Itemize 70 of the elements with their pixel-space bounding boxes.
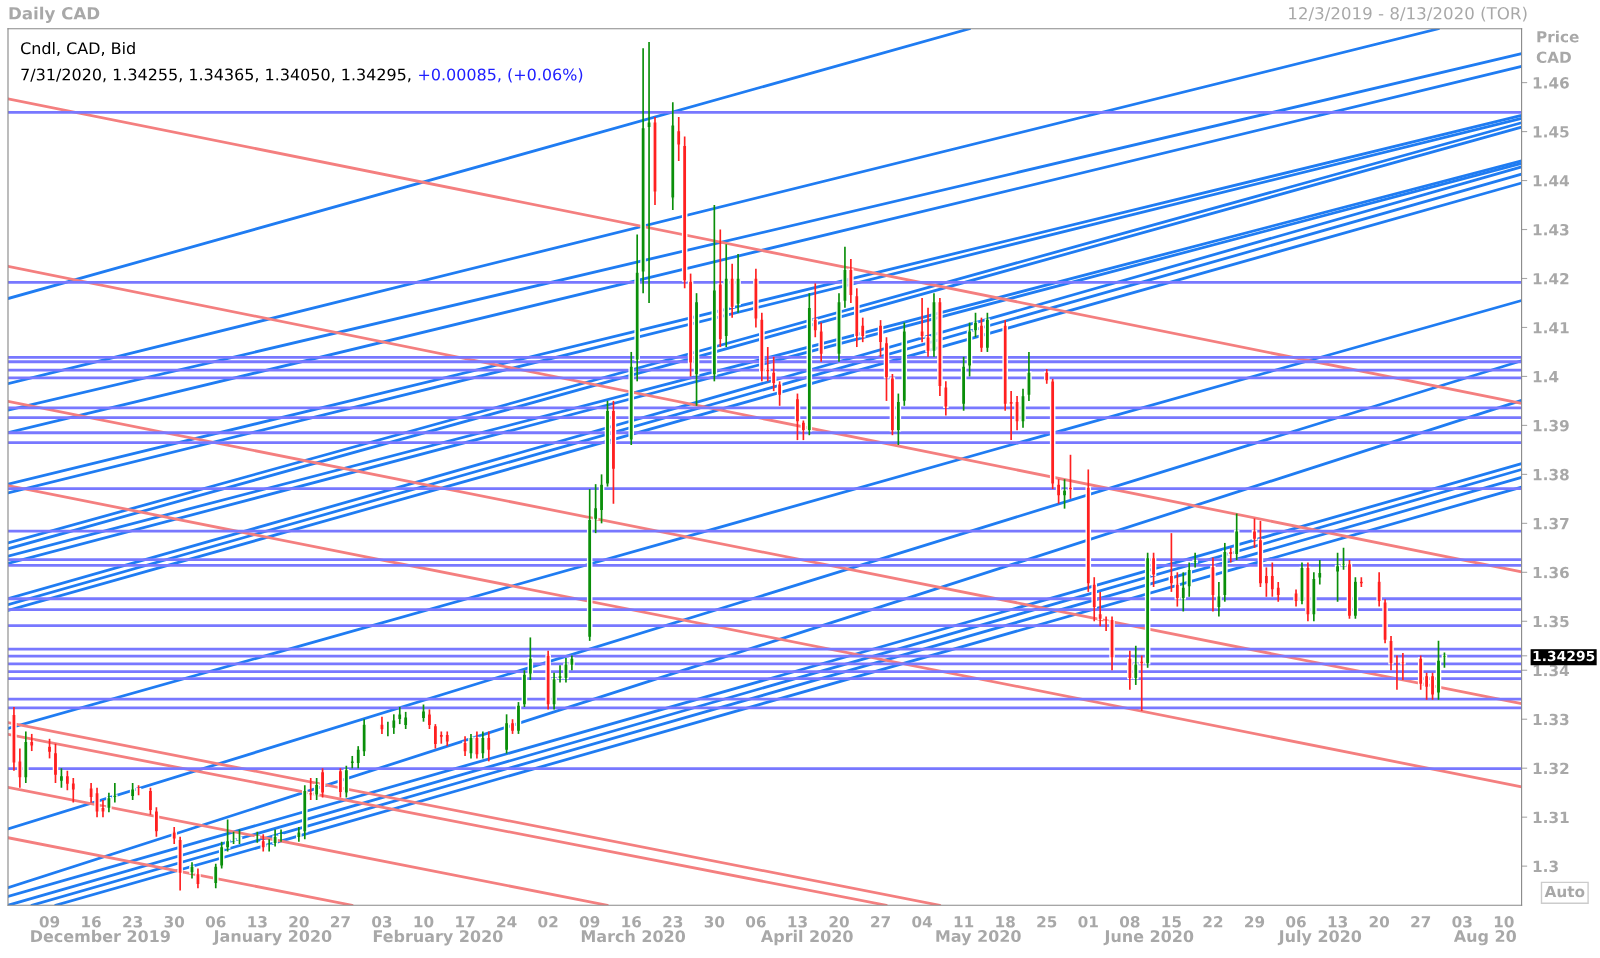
x-tick-label: 30: [704, 916, 725, 928]
y-tick-label: 1.38: [1533, 468, 1569, 481]
x-tick-label: 03: [372, 916, 392, 928]
y-tick-label: 1.34: [1533, 664, 1570, 677]
x-tick-label: 23: [663, 916, 683, 928]
y-tick-label: 1.45: [1533, 126, 1569, 138]
x-tick-label: 24: [497, 916, 517, 928]
x-tick-label: 23: [123, 916, 143, 928]
y-tick-label: 1.3: [1533, 860, 1558, 873]
x-tick-label: 13: [248, 916, 267, 928]
y-tick-label: 1.46: [1533, 77, 1569, 89]
x-tick-label: 27: [330, 916, 350, 928]
text: April 2020: [760, 929, 853, 946]
annotation: +0.00085, (+0.06%): [419, 68, 583, 83]
x-tick-label: 06: [205, 916, 226, 928]
text: December 2019: [31, 929, 170, 943]
x-tick-label: 16: [82, 916, 101, 928]
x-tick-label: 10: [1494, 916, 1514, 928]
annotation: Cndl, CAD, Bid: [21, 41, 135, 56]
x-tick-label: 30: [164, 916, 185, 928]
y-tick-label: 1.36: [1533, 566, 1569, 579]
x-tick-label: 18: [996, 916, 1015, 928]
x-tick-label: 04: [912, 916, 933, 928]
x-tick-label: 11: [954, 916, 974, 928]
x-tick-label: 25: [1037, 916, 1057, 928]
x-tick-label: 20: [829, 916, 849, 928]
x-tick-label: 16: [622, 916, 642, 928]
x-tick-label: 29: [1245, 916, 1265, 928]
x-tick-label: 09: [579, 916, 600, 928]
text: March 2020: [581, 929, 686, 943]
text: July 2020: [1277, 929, 1362, 946]
x-tick-label: 08: [1119, 916, 1140, 928]
x-tick-label: 06: [746, 916, 766, 928]
x-tick-label: 20: [289, 916, 309, 928]
chart-subtitle: 12/3/2019 - 8/13/2020 (TOR): [1289, 6, 1527, 22]
x-tick-label: 22: [1203, 916, 1223, 928]
x-tick-label: 13: [788, 916, 807, 928]
text: Auto: [1544, 885, 1585, 898]
chart-title: Daily CAD: [9, 6, 100, 23]
y-tick-label: 1.35: [1533, 615, 1569, 628]
x-tick-label: 10: [414, 916, 434, 928]
x-tick-label: 02: [538, 916, 558, 928]
y-tick-label: 1.37: [1533, 517, 1569, 530]
y-tick-label: 1.4: [1533, 371, 1559, 383]
text: May 2020: [936, 930, 1021, 946]
x-tick-label: 15: [1162, 916, 1181, 928]
x-tick-label: 17: [456, 916, 475, 928]
y-tick-label: 1.41: [1533, 322, 1569, 334]
x-tick-label: 09: [39, 916, 60, 928]
x-tick-label: 06: [1286, 916, 1306, 928]
text: January 2020: [212, 930, 332, 946]
text: February 2020: [373, 929, 503, 946]
text: June 2020: [1103, 930, 1194, 946]
y-tick-label: 1.31: [1533, 811, 1569, 824]
y-tick-label: 1.32: [1533, 762, 1569, 775]
x-tick-label: 01: [1078, 916, 1098, 928]
y-tick-label: 1.44: [1533, 175, 1570, 187]
annotation: 7/31/2020, 1.34255, 1.34365, 1.34050, 1.34295,: [21, 68, 411, 83]
y-tick-label: 1.34295: [1533, 650, 1595, 662]
y-tick-label: 1.39: [1533, 419, 1569, 432]
y-tick-label: 1.43: [1533, 223, 1569, 236]
y-axis-title: Price CAD: [1536, 30, 1579, 64]
x-tick-label: 27: [871, 916, 890, 928]
x-tick-label: 03: [1452, 916, 1472, 928]
y-tick-label: 1.42: [1533, 272, 1569, 285]
x-tick-label: 20: [1369, 916, 1390, 928]
x-tick-label: 27: [1411, 916, 1431, 928]
text: Aug 20: [1453, 930, 1516, 946]
x-tick-label: 13: [1328, 916, 1348, 928]
y-tick-label: 1.33: [1533, 713, 1569, 726]
